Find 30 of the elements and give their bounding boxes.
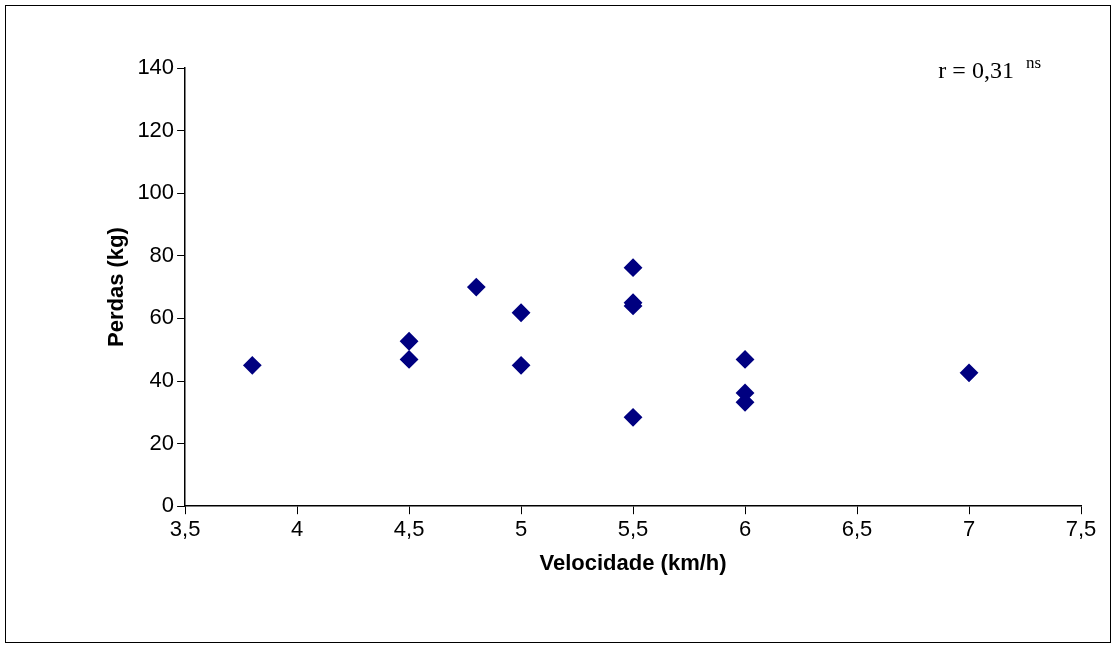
- y-tick-label: 120: [137, 116, 175, 142]
- y-tick-label: 40: [149, 367, 175, 393]
- point: [624, 408, 643, 427]
- x-tick-label: 5,5: [617, 516, 649, 542]
- point: [400, 350, 419, 369]
- y-tick-label: 0: [161, 492, 175, 518]
- x-tick-label: 4,5: [393, 516, 425, 542]
- point: [512, 303, 531, 322]
- x-tick-label: 3,5: [169, 516, 201, 542]
- annotation: r = 0,31 ns: [938, 53, 1042, 83]
- x-tick-label: 6,5: [841, 516, 873, 542]
- point: [400, 332, 419, 351]
- x-axis-title: Velocidade (km/h): [539, 549, 727, 575]
- x-tick-label: 4: [290, 516, 304, 542]
- point: [736, 350, 755, 369]
- y-axis-title: Perdas (kg): [103, 227, 129, 348]
- point: [243, 356, 262, 375]
- y-tick-label: 140: [137, 54, 175, 80]
- x-tick-label: 5: [514, 516, 528, 542]
- point: [624, 258, 643, 277]
- y-tick-label: 20: [149, 429, 175, 455]
- point: [467, 278, 486, 297]
- y-tick-label: 100: [137, 179, 175, 205]
- x-tick-label: 7,5: [1065, 516, 1097, 542]
- x-tick-label: 7: [962, 516, 976, 542]
- y-tick-label: 60: [149, 304, 175, 330]
- point: [960, 363, 979, 382]
- y-tick-label: 80: [149, 241, 175, 267]
- x-tick-label: 6: [738, 516, 752, 542]
- point: [512, 356, 531, 375]
